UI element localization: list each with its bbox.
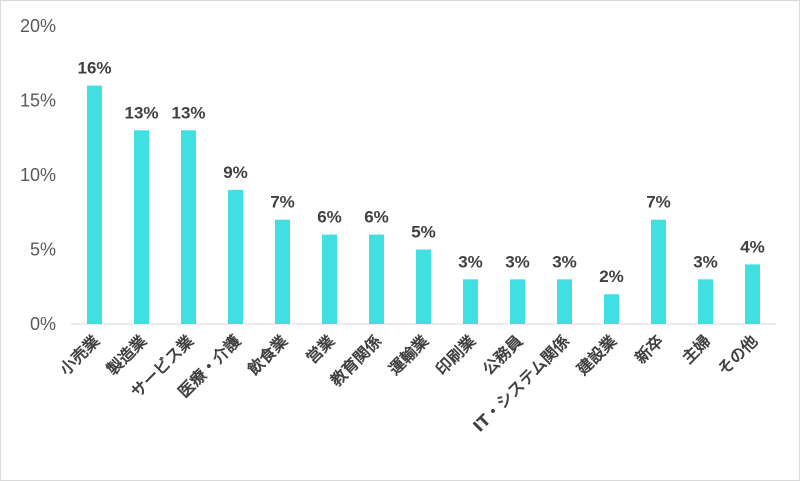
- data-label: 6%: [364, 208, 389, 227]
- data-label: 5%: [411, 223, 436, 242]
- data-label: 6%: [317, 208, 342, 227]
- bar: [557, 279, 572, 324]
- x-tick-label: 飲食業: [243, 331, 292, 380]
- data-label: 13%: [171, 103, 205, 122]
- data-label: 9%: [223, 163, 248, 182]
- bar: [322, 234, 337, 324]
- data-label: 2%: [599, 267, 624, 286]
- bar: [510, 279, 525, 324]
- data-label: 3%: [693, 252, 718, 271]
- bar: [416, 249, 431, 324]
- y-axis: 0% 5% 10% 15% 20%: [20, 16, 56, 334]
- bar: [181, 130, 196, 324]
- data-label: 3%: [458, 252, 483, 271]
- data-label: 7%: [270, 193, 295, 212]
- x-tick-label: 運輸業: [385, 331, 433, 379]
- data-label: 16%: [77, 59, 111, 78]
- bar: [651, 219, 666, 324]
- y-tick-label: 0%: [30, 314, 56, 334]
- x-tick-label: その他: [714, 331, 761, 378]
- bars-group: [87, 85, 760, 324]
- data-label: 3%: [552, 252, 577, 271]
- x-tick-label: 主婦: [678, 331, 714, 367]
- bar: [275, 219, 290, 324]
- x-tick-label: 印刷業: [432, 331, 480, 379]
- data-labels-group: 16% 13% 13% 9% 7% 6% 6% 5% 3% 3% 3% 2% 7% 3% 4%: [77, 59, 764, 287]
- y-tick-label: 10%: [20, 165, 56, 185]
- bar: [369, 234, 384, 324]
- data-label: 13%: [124, 103, 158, 122]
- y-tick-label: 5%: [30, 240, 56, 260]
- bar: [463, 279, 478, 324]
- bar: [134, 130, 149, 324]
- data-label: 7%: [646, 193, 671, 212]
- y-tick-label: 15%: [20, 91, 56, 111]
- data-label: 4%: [740, 237, 765, 256]
- bar: [228, 189, 243, 324]
- x-tick-label: 小売業: [56, 331, 104, 379]
- bar: [604, 294, 619, 324]
- x-tick-label: 教育関係: [327, 331, 386, 390]
- x-tick-label: 営業: [302, 331, 339, 368]
- x-tick-label: 新卒: [631, 331, 667, 367]
- y-tick-label: 20%: [20, 16, 56, 36]
- bar: [87, 85, 102, 324]
- x-tick-label: 建設業: [573, 331, 621, 379]
- bar: [698, 279, 713, 324]
- data-label: 3%: [505, 252, 530, 271]
- bar: [745, 264, 760, 324]
